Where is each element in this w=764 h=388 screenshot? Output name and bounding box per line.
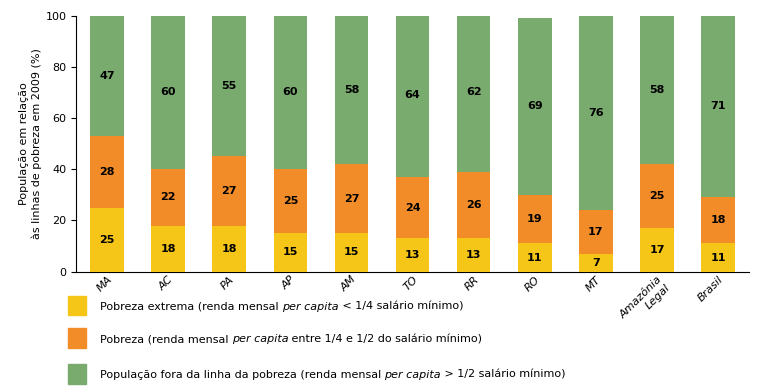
- Text: 15: 15: [283, 248, 298, 257]
- Bar: [90, 136, 124, 208]
- Bar: [274, 16, 307, 169]
- Bar: [212, 16, 246, 156]
- Text: 24: 24: [405, 203, 420, 213]
- Text: 28: 28: [99, 167, 115, 177]
- Text: 76: 76: [588, 108, 604, 118]
- Bar: [701, 243, 735, 272]
- Text: 26: 26: [466, 200, 481, 210]
- Bar: [457, 13, 490, 172]
- Bar: [212, 225, 246, 272]
- Bar: [518, 243, 552, 272]
- Text: 25: 25: [283, 196, 298, 206]
- Text: per capita: per capita: [384, 370, 441, 380]
- Text: 19: 19: [527, 214, 542, 224]
- Text: 18: 18: [222, 244, 237, 253]
- Text: 25: 25: [99, 235, 115, 244]
- Y-axis label: População em relação
às linhas de pobreza em 2009 (%): População em relação às linhas de pobrez…: [19, 48, 41, 239]
- Bar: [396, 13, 429, 177]
- Bar: [457, 238, 490, 272]
- Text: 25: 25: [649, 191, 665, 201]
- Bar: [68, 296, 86, 315]
- Bar: [335, 233, 368, 272]
- Text: 7: 7: [592, 258, 600, 268]
- Bar: [579, 210, 613, 254]
- Bar: [212, 156, 246, 225]
- Bar: [579, 254, 613, 272]
- Text: 58: 58: [649, 85, 665, 95]
- Text: 11: 11: [711, 253, 726, 263]
- Bar: [90, 208, 124, 272]
- Text: 15: 15: [344, 248, 359, 257]
- Bar: [457, 172, 490, 238]
- Bar: [396, 238, 429, 272]
- Text: 58: 58: [344, 85, 359, 95]
- Text: 27: 27: [344, 194, 359, 204]
- Bar: [274, 169, 307, 233]
- Text: 55: 55: [222, 81, 237, 91]
- Text: 18: 18: [711, 215, 726, 225]
- Text: 62: 62: [466, 87, 481, 97]
- Text: 13: 13: [405, 250, 420, 260]
- Bar: [518, 18, 552, 195]
- Text: 60: 60: [283, 87, 298, 97]
- Text: 22: 22: [160, 192, 176, 202]
- Text: 11: 11: [527, 253, 542, 263]
- Text: Pobreza (renda mensal: Pobreza (renda mensal: [100, 334, 231, 344]
- Text: 60: 60: [160, 87, 176, 97]
- Text: 18: 18: [160, 244, 176, 253]
- Bar: [151, 225, 185, 272]
- Bar: [701, 197, 735, 243]
- Bar: [640, 16, 674, 164]
- Text: 27: 27: [222, 186, 237, 196]
- Text: 69: 69: [527, 101, 542, 111]
- Bar: [579, 16, 613, 210]
- Text: 17: 17: [588, 227, 604, 237]
- Bar: [518, 195, 552, 243]
- Bar: [640, 164, 674, 228]
- Text: entre 1/4 e 1/2 do salário mínimo): entre 1/4 e 1/2 do salário mínimo): [288, 334, 482, 344]
- Bar: [68, 328, 86, 348]
- Bar: [701, 16, 735, 197]
- Text: > 1/2 salário mínimo): > 1/2 salário mínimo): [441, 370, 565, 380]
- Bar: [151, 16, 185, 169]
- Text: per capita: per capita: [231, 334, 288, 344]
- Bar: [68, 364, 86, 384]
- Bar: [335, 164, 368, 233]
- Text: per capita: per capita: [282, 301, 338, 312]
- Text: Pobreza extrema (renda mensal: Pobreza extrema (renda mensal: [100, 301, 282, 312]
- Text: 71: 71: [711, 101, 726, 111]
- Text: 64: 64: [405, 90, 420, 100]
- Text: População fora da linha da pobreza (renda mensal: População fora da linha da pobreza (rend…: [100, 370, 384, 380]
- Text: 47: 47: [99, 71, 115, 81]
- Text: 17: 17: [649, 245, 665, 255]
- Bar: [640, 228, 674, 272]
- Bar: [151, 169, 185, 225]
- Bar: [396, 177, 429, 238]
- Bar: [335, 16, 368, 164]
- Bar: [90, 16, 124, 136]
- Text: < 1/4 salário mínimo): < 1/4 salário mínimo): [338, 301, 463, 312]
- Text: 13: 13: [466, 250, 481, 260]
- Bar: [274, 233, 307, 272]
